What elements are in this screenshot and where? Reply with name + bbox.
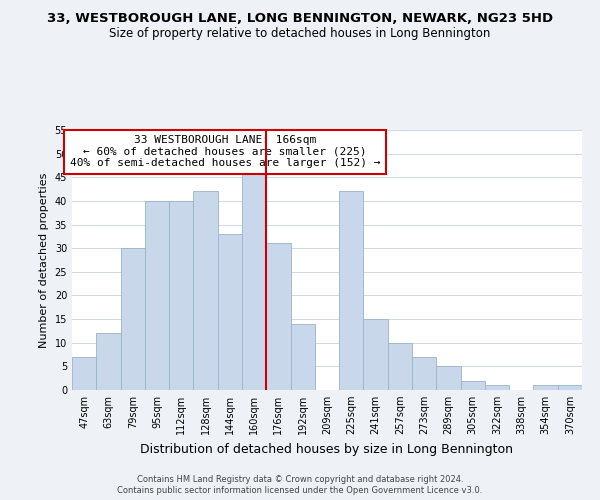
Y-axis label: Number of detached properties: Number of detached properties [39,172,49,348]
Bar [96,334,121,390]
X-axis label: Distribution of detached houses by size in Long Bennington: Distribution of detached houses by size … [140,442,514,456]
Bar [388,342,412,390]
Bar [558,386,582,390]
Bar [436,366,461,390]
Bar [145,201,169,390]
Bar [218,234,242,390]
Bar [169,201,193,390]
Bar [72,357,96,390]
Text: Contains public sector information licensed under the Open Government Licence v3: Contains public sector information licen… [118,486,482,495]
Bar [121,248,145,390]
Text: 33, WESTBOROUGH LANE, LONG BENNINGTON, NEWARK, NG23 5HD: 33, WESTBOROUGH LANE, LONG BENNINGTON, N… [47,12,553,26]
Bar [461,380,485,390]
Bar [193,192,218,390]
Bar [485,386,509,390]
Text: 33 WESTBOROUGH LANE: 166sqm
← 60% of detached houses are smaller (225)
40% of se: 33 WESTBOROUGH LANE: 166sqm ← 60% of det… [70,135,380,168]
Bar [364,319,388,390]
Bar [290,324,315,390]
Bar [242,172,266,390]
Bar [266,244,290,390]
Bar [339,192,364,390]
Text: Size of property relative to detached houses in Long Bennington: Size of property relative to detached ho… [109,28,491,40]
Text: Contains HM Land Registry data © Crown copyright and database right 2024.: Contains HM Land Registry data © Crown c… [137,475,463,484]
Bar [533,386,558,390]
Bar [412,357,436,390]
